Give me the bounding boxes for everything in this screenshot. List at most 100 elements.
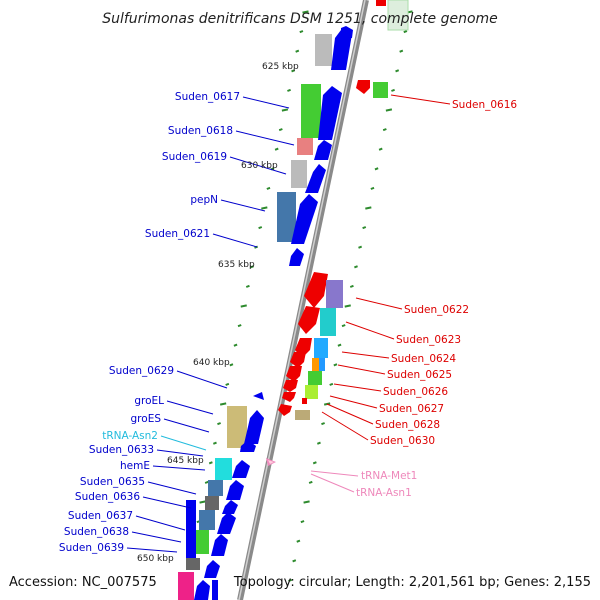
label-groEL[interactable]: groEL <box>134 395 164 407</box>
label-suden-0626[interactable]: Suden_0626 <box>383 386 448 398</box>
tick-right <box>303 500 310 504</box>
gene-arrow-suden-0628[interactable] <box>282 392 296 402</box>
tick-left <box>258 226 263 230</box>
gene-box-suden-0625a[interactable] <box>312 358 319 371</box>
connector-suden-0622 <box>355 297 403 310</box>
label-suden-0638[interactable]: Suden_0638 <box>64 526 129 538</box>
topology-text: Topology: circular; Length: 2,201,561 bp… <box>233 575 591 590</box>
label-suden-0621[interactable]: Suden_0621 <box>145 228 210 240</box>
label-suden-0625[interactable]: Suden_0625 <box>387 369 452 381</box>
gene-arrow-suden-0621[interactable] <box>289 248 304 266</box>
gene-box-suden-0637[interactable] <box>199 510 215 530</box>
gene-box-suden-0618[interactable] <box>297 138 313 155</box>
gene-box-groEL[interactable] <box>227 406 247 448</box>
gene-box-bottom-right[interactable] <box>212 580 218 600</box>
gene-arrow-pepN[interactable] <box>291 194 318 244</box>
gene-box-top-gray[interactable] <box>315 34 332 66</box>
gene-arrow-suden-0625[interactable] <box>290 352 306 368</box>
label-suden-0627[interactable]: Suden_0627 <box>379 403 444 415</box>
label-trna-met1[interactable]: tRNA-Met1 <box>361 470 417 482</box>
accession-text: Accession: NC_007575 <box>9 575 157 590</box>
label-trna-asn2[interactable]: tRNA-Asn2 <box>102 430 158 442</box>
label-trna-asn1[interactable]: tRNA-Asn1 <box>356 487 412 499</box>
gene-box-suden-0617[interactable] <box>301 84 321 138</box>
gene-arrow-suden-0622[interactable] <box>304 272 328 308</box>
gene-box-suden-0627[interactable] <box>305 385 318 399</box>
label-suden-0616[interactable]: Suden_0616 <box>452 99 517 111</box>
label-suden-0630[interactable]: Suden_0630 <box>370 435 435 447</box>
gene-arrow-bottom[interactable] <box>194 580 210 600</box>
gene-box-suden-0626[interactable] <box>308 371 322 385</box>
label-pepN[interactable]: pepN <box>190 194 218 206</box>
kbp-label: 625 kbp <box>262 62 299 72</box>
gene-box-suden-0624[interactable] <box>314 338 328 358</box>
label-suden-0639[interactable]: Suden_0639 <box>59 542 124 554</box>
label-suden-0618[interactable]: Suden_0618 <box>168 125 233 137</box>
connector-suden-0626 <box>333 383 382 392</box>
gene-arrow-suden-0635[interactable] <box>226 480 244 500</box>
label-hemE[interactable]: hemE <box>120 460 150 472</box>
gene-box-suden-0616[interactable] <box>373 82 388 98</box>
label-suden-0635[interactable]: Suden_0635 <box>80 476 145 488</box>
label-suden-0619[interactable]: Suden_0619 <box>162 151 227 163</box>
gene-arrow-groES[interactable] <box>240 440 256 452</box>
gene-arrow-suden-0627[interactable] <box>283 380 298 392</box>
gene-box-suden-0638[interactable] <box>193 530 209 554</box>
gene-box-left-blue[interactable] <box>186 500 196 558</box>
gene-box-suden-0635[interactable] <box>208 480 223 496</box>
gene-box-bottom-pink[interactable] <box>178 572 194 600</box>
gene-box-suden-0639[interactable] <box>186 558 200 570</box>
gene-arrow-suden-0638[interactable] <box>211 534 228 556</box>
gene-box-suden-0628[interactable] <box>302 398 307 404</box>
trna-asn2-marker[interactable] <box>253 392 264 400</box>
gene-box-hemE[interactable] <box>215 458 232 480</box>
forward-features <box>178 26 353 600</box>
gene-box-suden-0636[interactable] <box>205 496 219 510</box>
gene-box-suden-0630[interactable] <box>295 410 310 420</box>
trna-asn1-marker[interactable] <box>268 460 274 464</box>
label-suden-0617[interactable]: Suden_0617 <box>175 91 240 103</box>
gene-arrow-suden-0623[interactable] <box>298 306 320 334</box>
tick-right <box>349 284 354 288</box>
gene-arrow-suden-0630[interactable] <box>278 404 292 416</box>
gene-box-top-right[interactable] <box>387 0 409 31</box>
gene-arrow-suden-0617[interactable] <box>318 86 342 140</box>
label-suden-0636[interactable]: Suden_0636 <box>75 491 140 503</box>
label-suden-0629[interactable]: Suden_0629 <box>109 365 174 377</box>
gene-arrow-suden-0636[interactable] <box>222 500 238 514</box>
gene-box-suden-0625b[interactable] <box>319 358 325 371</box>
gene-arrow-groEL[interactable] <box>244 410 264 444</box>
gene-box-top-right-red[interactable] <box>376 0 386 6</box>
tick-left <box>208 461 213 465</box>
tick-right <box>333 363 338 367</box>
gene-arrow-suden-0626[interactable] <box>286 366 302 382</box>
gene-arrow-suden-0619[interactable] <box>305 164 326 193</box>
gene-box-pepN[interactable] <box>277 192 296 242</box>
gene-arrow-top[interactable] <box>331 30 352 70</box>
tick-right <box>403 30 408 34</box>
connector-hemE <box>152 465 206 471</box>
gene-box-suden-0619[interactable] <box>291 160 307 188</box>
gene-arrow-suden-0618[interactable] <box>314 140 332 160</box>
gene-box-suden-0622[interactable] <box>326 280 343 308</box>
gene-arrow-suden-0616[interactable] <box>356 80 370 94</box>
tick-right <box>385 108 393 112</box>
map-title: Sulfurimonas denitrificans DSM 1251, com… <box>102 11 498 27</box>
label-suden-0622[interactable]: Suden_0622 <box>404 304 469 316</box>
gene-box-suden-0623[interactable] <box>320 308 336 336</box>
tick-right <box>312 461 317 465</box>
connector-suden-0638 <box>131 531 182 543</box>
label-suden-0624[interactable]: Suden_0624 <box>391 353 456 365</box>
label-suden-0633[interactable]: Suden_0633 <box>89 444 154 456</box>
tick-right <box>292 559 297 563</box>
label-groES[interactable]: groES <box>131 413 162 425</box>
gene-arrow-top2[interactable] <box>341 26 353 38</box>
gene-arrow-suden-0637[interactable] <box>217 512 236 534</box>
label-suden-0628[interactable]: Suden_0628 <box>375 419 440 431</box>
gene-arrow-hemE[interactable] <box>232 460 250 478</box>
gene-arrow-suden-0639[interactable] <box>204 560 220 578</box>
label-suden-0637[interactable]: Suden_0637 <box>68 510 133 522</box>
label-suden-0623[interactable]: Suden_0623 <box>396 334 461 346</box>
tick-left <box>237 324 242 328</box>
